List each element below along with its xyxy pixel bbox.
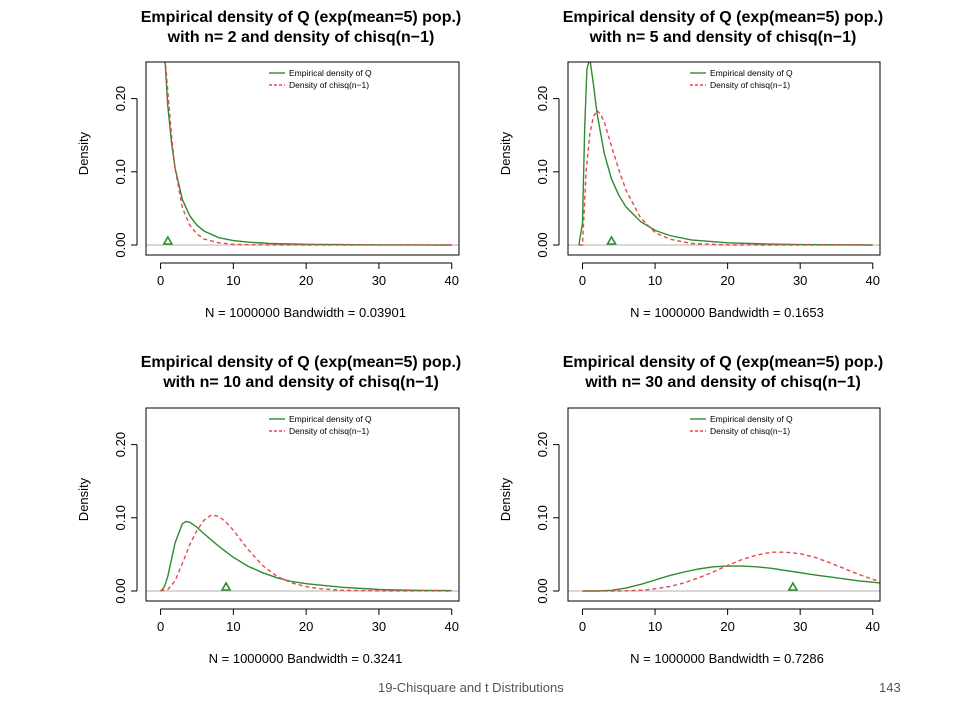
x-tick-label: 0 [157,273,164,288]
x-axis-label: N = 1000000 Bandwidth = 0.1653 [630,305,824,320]
y-tick-label: 0.10 [113,505,128,530]
x-tick-label: 20 [299,619,313,634]
plot-frame [567,61,881,256]
x-tick-label: 20 [720,619,734,634]
series-line-chisq [582,551,880,592]
y-axis-label: Density [76,477,91,521]
y-axis-label: Density [498,131,513,175]
x-tick-label: 10 [226,619,240,634]
mean-triangle-marker [162,235,174,245]
x-axis-label: N = 1000000 Bandwidth = 0.03901 [205,305,406,320]
series-line-chisq [578,109,873,246]
legend-label-chisq: Density of chisq(n−1) [289,426,369,436]
series-line-chisq [160,514,452,592]
y-axis-label: Density [76,131,91,175]
plot-frame [567,407,881,602]
y-tick-label: 0.20 [535,86,550,111]
chart-title-line2: with n= 5 and density of chisq(n−1) [589,29,857,46]
x-tick-label: 0 [579,273,586,288]
x-tick-label: 30 [372,273,386,288]
chart-title-line2: with n= 30 and density of chisq(n−1) [584,374,861,391]
legend-label-chisq: Density of chisq(n−1) [710,426,790,436]
chart-title-line1: Empirical density of Q (exp(mean=5) pop.… [141,354,462,371]
chart-panel-4: Empirical density of Q (exp(mean=5) pop.… [498,354,883,666]
x-tick-label: 40 [444,619,458,634]
legend-label-empirical: Empirical density of Q [710,414,793,424]
x-axis-label: N = 1000000 Bandwidth = 0.3241 [209,651,403,666]
figure: Empirical density of Q (exp(mean=5) pop.… [76,9,883,666]
chart-title-line1: Empirical density of Q (exp(mean=5) pop.… [141,9,462,26]
legend-label-empirical: Empirical density of Q [710,68,793,78]
legend-label-empirical: Empirical density of Q [289,68,372,78]
y-tick-label: 0.20 [113,86,128,111]
x-tick-label: 30 [793,273,807,288]
mean-triangle-marker [606,235,617,245]
chart-panel-3: Empirical density of Q (exp(mean=5) pop.… [76,354,461,666]
x-tick-label: 0 [579,619,586,634]
series-line-empirical [164,62,452,246]
legend-label-chisq: Density of chisq(n−1) [289,80,369,90]
x-tick-label: 0 [157,619,164,634]
chart-title-line2: with n= 10 and density of chisq(n−1) [162,374,439,391]
series-line-chisq [164,62,452,246]
legend-label-empirical: Empirical density of Q [289,414,372,424]
footer-title: 19-Chisquare and t Distributions [378,680,564,695]
y-tick-label: 0.00 [113,232,128,257]
series-line-empirical [582,565,880,592]
y-tick-label: 0.10 [535,159,550,184]
y-tick-label: 0.10 [113,159,128,184]
legend-label-chisq: Density of chisq(n−1) [710,80,790,90]
x-tick-label: 10 [226,273,240,288]
x-tick-label: 10 [648,273,662,288]
plot-frame [145,407,460,602]
page-number: 143 [879,680,901,695]
y-axis-label: Density [498,477,513,521]
x-tick-label: 10 [648,619,662,634]
x-tick-label: 40 [866,619,880,634]
y-tick-label: 0.20 [113,432,128,457]
y-tick-label: 0.00 [535,578,550,603]
chart-title-line1: Empirical density of Q (exp(mean=5) pop.… [563,9,884,26]
y-tick-label: 0.00 [113,578,128,603]
series-line-empirical [160,520,452,592]
x-tick-label: 40 [444,273,458,288]
x-tick-label: 20 [299,273,313,288]
chart-title-line2: with n= 2 and density of chisq(n−1) [167,29,435,46]
plot-frame [145,61,460,256]
x-tick-label: 30 [372,619,386,634]
x-tick-label: 40 [866,273,880,288]
chart-panel-2: Empirical density of Q (exp(mean=5) pop.… [498,9,883,320]
x-axis-label: N = 1000000 Bandwidth = 0.7286 [630,651,824,666]
x-tick-label: 30 [793,619,807,634]
mean-triangle-marker [787,581,799,591]
mean-triangle-marker [220,581,232,591]
x-tick-label: 20 [720,273,734,288]
series-line-empirical [578,62,873,246]
chart-title-line1: Empirical density of Q (exp(mean=5) pop.… [563,354,884,371]
y-tick-label: 0.10 [535,505,550,530]
y-tick-label: 0.00 [535,232,550,257]
y-tick-label: 0.20 [535,432,550,457]
chart-panel-1: Empirical density of Q (exp(mean=5) pop.… [76,9,461,320]
